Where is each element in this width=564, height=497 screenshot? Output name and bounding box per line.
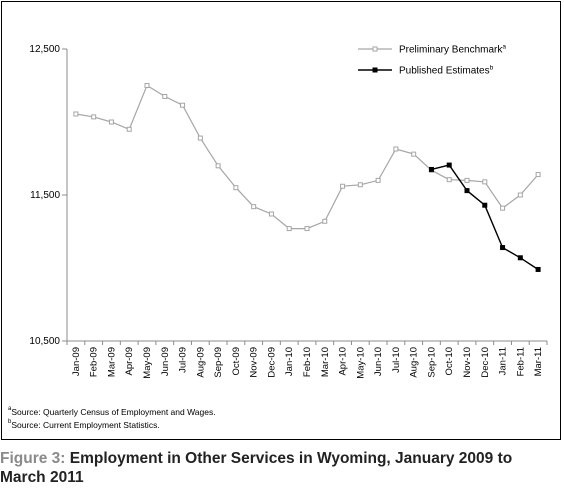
x-tick-label: Nov-10 [462, 347, 473, 378]
data-point-preliminary-benchmark [464, 177, 470, 183]
x-tick-label: Mar-09 [106, 347, 117, 377]
legend-footnote-marker: a [502, 44, 506, 51]
legend-footnote-marker: b [490, 65, 494, 72]
x-tick-label: Jan-11 [498, 347, 509, 375]
legend-marker [372, 67, 378, 73]
x-tick-label: Aug-10 [409, 347, 420, 378]
data-point-published-estimates [500, 245, 506, 251]
legend-marker [372, 46, 378, 52]
series-line-preliminary-benchmark [75, 84, 539, 230]
legend-label: Preliminary Benchmarka [399, 44, 506, 56]
data-point-published-estimates [482, 202, 488, 208]
data-point-published-estimates [428, 166, 434, 172]
x-tick-label: Jan-09 [71, 347, 82, 376]
data-point-preliminary-benchmark [251, 204, 257, 210]
data-point-preliminary-benchmark [517, 192, 523, 198]
data-point-preliminary-benchmark [340, 183, 346, 189]
figure-label: Figure 3: [0, 450, 66, 467]
data-point-preliminary-benchmark [73, 111, 79, 117]
x-tick-label: May-10 [355, 347, 366, 379]
footnote-b-marker: b [8, 419, 12, 425]
x-tick-label: Feb-10 [302, 347, 313, 377]
x-tick-label: Dec-10 [480, 347, 491, 378]
x-tick-label: Aug-09 [195, 347, 206, 378]
data-point-preliminary-benchmark [268, 211, 274, 217]
footnote-a-text: Source: Quarterly Census of Employment a… [11, 407, 216, 417]
x-tick-label: Jul-09 [178, 347, 189, 373]
x-tick-label: Jan-10 [284, 347, 295, 376]
footnote-b-text: Source: Current Employment Statistics. [11, 420, 160, 430]
data-point-preliminary-benchmark [411, 151, 417, 157]
y-tick-label: 12,500 [29, 44, 60, 55]
footnote-b: bSource: Current Employment Statistics. [8, 419, 160, 430]
figure-caption: Figure 3: Employment in Other Services i… [0, 449, 562, 487]
x-tick-label: Oct-09 [231, 347, 242, 376]
data-point-preliminary-benchmark [357, 182, 363, 188]
data-point-published-estimates [535, 266, 541, 272]
data-point-published-estimates [464, 188, 470, 194]
footnote-a-marker: a [8, 406, 12, 412]
y-tick-label: 11,500 [30, 190, 60, 201]
y-tick-label: 10,500 [29, 336, 60, 347]
x-tick-label: Sep-09 [213, 347, 224, 378]
data-point-preliminary-benchmark [180, 102, 186, 108]
x-tick-label: Mar-11 [533, 347, 544, 376]
data-point-published-estimates [446, 162, 452, 168]
x-tick-label: Jul-10 [391, 347, 402, 373]
x-tick-label: Oct-10 [444, 347, 455, 376]
x-tick-label: Mar-10 [320, 347, 331, 377]
x-tick-label: Feb-09 [89, 347, 100, 377]
data-point-preliminary-benchmark [375, 177, 381, 183]
data-point-preliminary-benchmark [91, 114, 97, 120]
x-tick-label: May-09 [142, 347, 153, 379]
x-tick-label: Feb-11 [515, 347, 526, 376]
data-point-preliminary-benchmark [500, 205, 506, 211]
x-tick-label: Jun-09 [160, 347, 171, 376]
data-point-preliminary-benchmark [322, 218, 328, 224]
data-point-preliminary-benchmark [446, 177, 452, 183]
chart-frame: 10,500 11,500 12,500 Jan-09 Feb-09 Mar-09 Apr-… [1, 1, 561, 440]
data-point-preliminary-benchmark [393, 146, 399, 152]
data-point-preliminary-benchmark [535, 172, 541, 178]
data-point-preliminary-benchmark [108, 119, 114, 125]
legend-label: Published Estimatesb [399, 65, 494, 77]
x-tick-label: Dec-09 [266, 347, 277, 378]
x-tick-label: Apr-10 [338, 347, 349, 376]
caption-text: Employment in Other Services in Wyoming,… [0, 450, 513, 486]
data-point-preliminary-benchmark [482, 179, 488, 185]
data-point-preliminary-benchmark [233, 185, 239, 191]
data-point-preliminary-benchmark [197, 135, 203, 141]
x-tick-label: Apr-09 [124, 347, 135, 376]
data-point-preliminary-benchmark [215, 163, 221, 169]
data-point-preliminary-benchmark [286, 226, 292, 232]
data-point-preliminary-benchmark [304, 226, 310, 232]
data-point-preliminary-benchmark [144, 83, 150, 88]
x-tick-label: Nov-09 [249, 347, 260, 378]
data-point-published-estimates [517, 255, 523, 261]
data-point-preliminary-benchmark [162, 93, 168, 99]
x-tick-label: Sep-10 [426, 347, 437, 378]
x-tick-label: Jun-10 [373, 347, 384, 376]
footnote-a: aSource: Quarterly Census of Employment … [8, 406, 216, 417]
data-point-preliminary-benchmark [126, 126, 132, 132]
line-chart: 10,500 11,500 12,500 Jan-09 Feb-09 Mar-09 Apr-… [29, 44, 548, 379]
